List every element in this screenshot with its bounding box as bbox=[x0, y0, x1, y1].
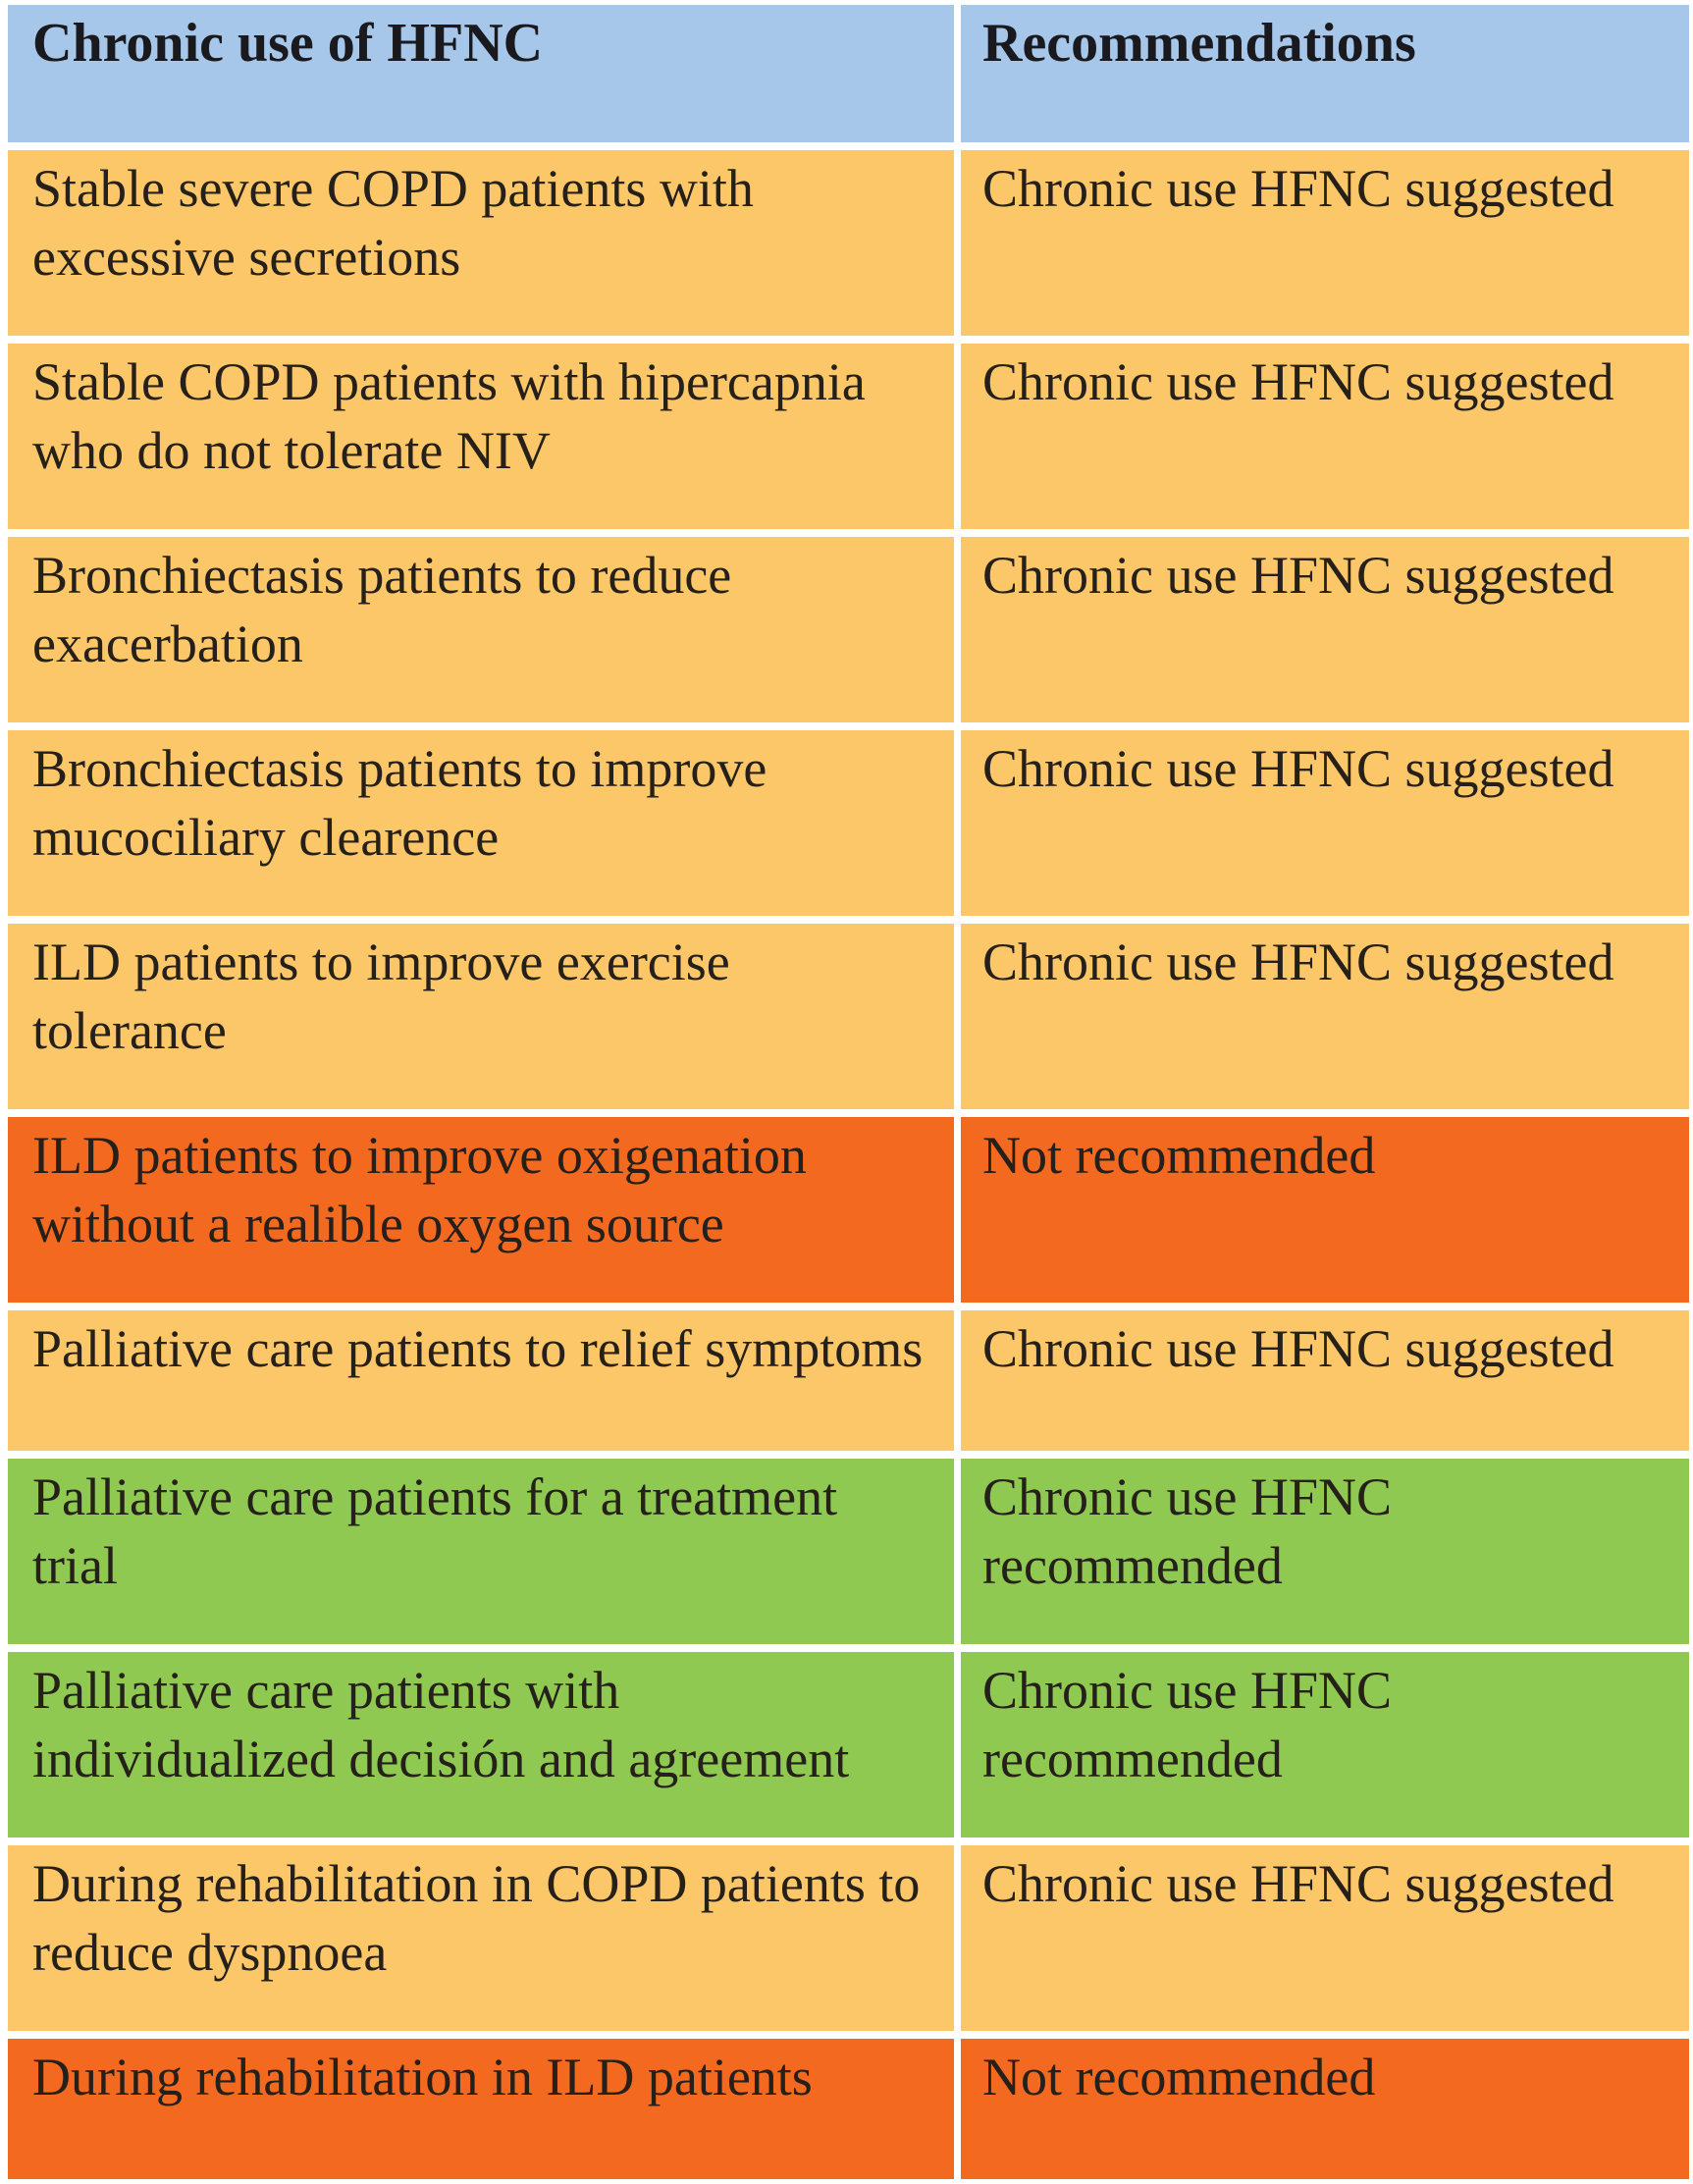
table-row: Palliative care patients with individual… bbox=[8, 1652, 1689, 1838]
indication-cell: Bronchiectasis patients to improve mucoc… bbox=[8, 730, 954, 916]
recommendation-cell: Chronic use HFNC recommended bbox=[961, 1652, 1689, 1838]
table-row: During rehabilitation in COPD patients t… bbox=[8, 1845, 1689, 2031]
indication-cell: Palliative care patients for a treatment… bbox=[8, 1459, 954, 1644]
table-row: Bronchiectasis patients to reduce exacer… bbox=[8, 537, 1689, 722]
recommendation-cell: Chronic use HFNC suggested bbox=[961, 1310, 1689, 1451]
recommendation-cell: Chronic use HFNC suggested bbox=[961, 924, 1689, 1109]
indication-cell: Stable severe COPD patients with excessi… bbox=[8, 150, 954, 336]
table-row: Stable severe COPD patients with excessi… bbox=[8, 150, 1689, 336]
recommendation-cell: Chronic use HFNC suggested bbox=[961, 1845, 1689, 2031]
recommendation-cell: Chronic use HFNC suggested bbox=[961, 730, 1689, 916]
table-row: ILD patients to improve exercise toleran… bbox=[8, 924, 1689, 1109]
recommendation-cell: Chronic use HFNC suggested bbox=[961, 344, 1689, 529]
indication-cell: Bronchiectasis patients to reduce exacer… bbox=[8, 537, 954, 722]
indication-cell: ILD patients to improve oxigenation with… bbox=[8, 1117, 954, 1303]
column-header-recommendations: Recommendations bbox=[961, 5, 1689, 142]
indication-cell: During rehabilitation in COPD patients t… bbox=[8, 1845, 954, 2031]
table-row: Palliative care patients to relief sympt… bbox=[8, 1310, 1689, 1451]
table-row: Stable COPD patients with hipercapnia wh… bbox=[8, 344, 1689, 529]
indication-cell: Stable COPD patients with hipercapnia wh… bbox=[8, 344, 954, 529]
recommendation-cell: Chronic use HFNC recommended bbox=[961, 1459, 1689, 1644]
recommendation-cell: Not recommended bbox=[961, 2039, 1689, 2179]
indication-cell: Palliative care patients with individual… bbox=[8, 1652, 954, 1838]
table-row: During rehabilitation in ILD patients No… bbox=[8, 2039, 1689, 2179]
indication-cell: ILD patients to improve exercise toleran… bbox=[8, 924, 954, 1109]
table-row: Bronchiectasis patients to improve mucoc… bbox=[8, 730, 1689, 916]
indication-cell: Palliative care patients to relief sympt… bbox=[8, 1310, 954, 1451]
recommendation-cell: Chronic use HFNC suggested bbox=[961, 537, 1689, 722]
table-row: ILD patients to improve oxigenation with… bbox=[8, 1117, 1689, 1303]
recommendation-cell: Chronic use HFNC suggested bbox=[961, 150, 1689, 336]
table-header-row: Chronic use of HFNC Recommendations bbox=[8, 5, 1689, 142]
table-row: Palliative care patients for a treatment… bbox=[8, 1459, 1689, 1644]
recommendation-cell: Not recommended bbox=[961, 1117, 1689, 1303]
indication-cell: During rehabilitation in ILD patients bbox=[8, 2039, 954, 2179]
column-header-chronic-use-of-hfnc: Chronic use of HFNC bbox=[8, 5, 954, 142]
